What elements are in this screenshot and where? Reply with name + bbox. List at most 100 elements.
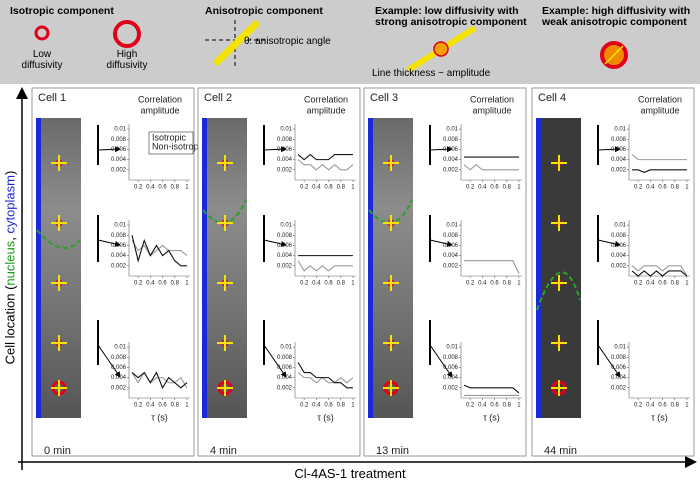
series-line bbox=[632, 169, 687, 173]
bracket bbox=[429, 344, 453, 378]
x-tick-label: 0.6 bbox=[490, 403, 499, 409]
y-tick-label: 0.006 bbox=[611, 147, 627, 153]
x-tick-label: 0.4 bbox=[312, 185, 321, 191]
x-tick-label: 0.4 bbox=[646, 185, 655, 191]
y-tick-label: 0.004 bbox=[443, 375, 459, 381]
x-tick-label: 0.2 bbox=[466, 185, 475, 191]
y-tick-label: 0.002 bbox=[611, 263, 627, 269]
panel-label: Cell 1 bbox=[38, 92, 66, 104]
bracket bbox=[597, 239, 621, 247]
x-tick-label: 0.6 bbox=[324, 185, 333, 191]
x-tick-label: 0.2 bbox=[300, 281, 309, 287]
y-tick-label: 0.01 bbox=[280, 127, 292, 133]
y-tick-label: 0.002 bbox=[443, 385, 459, 391]
y-tick-label: 0.008 bbox=[111, 233, 127, 239]
x-tick-label: 0.6 bbox=[324, 281, 333, 287]
y-tick-label: 0.006 bbox=[277, 243, 293, 249]
x-tick-label: 0.2 bbox=[634, 403, 643, 409]
y-tick-label: 0.006 bbox=[611, 243, 627, 249]
series-line bbox=[297, 362, 353, 389]
y-tick-label: 0.006 bbox=[111, 365, 127, 371]
y-tick-label: 0.002 bbox=[111, 385, 127, 391]
series-line bbox=[131, 240, 188, 257]
y-tick-label: 0.004 bbox=[611, 157, 627, 163]
x-tick-label: 0.4 bbox=[146, 185, 155, 191]
y-tick-label: 0.002 bbox=[277, 167, 293, 173]
y-axis-label-part: Cell location ( bbox=[2, 285, 18, 365]
series-line bbox=[464, 260, 520, 274]
y-tick-label: 0.006 bbox=[111, 147, 127, 153]
y-tick-label: 0.008 bbox=[277, 355, 293, 361]
x-tick-label: 0.6 bbox=[158, 185, 167, 191]
y-tick-label: 0.01 bbox=[614, 223, 626, 229]
nucleus-strip bbox=[368, 118, 373, 418]
panel-ylabel: Correlation bbox=[304, 94, 348, 104]
y-axis-label-part: , bbox=[2, 233, 18, 241]
y-axis-label-part: ) bbox=[2, 170, 18, 175]
x-tick-label: 0.8 bbox=[503, 185, 512, 191]
legend-entry: Isotropic bbox=[152, 132, 187, 142]
panel-ylabel: Correlation bbox=[138, 94, 182, 104]
bracket bbox=[429, 146, 453, 153]
y-tick-label: 0.002 bbox=[611, 385, 627, 391]
time-label: 4 min bbox=[210, 445, 237, 457]
y-tick-label: 0.002 bbox=[111, 263, 127, 269]
x-tick-label: 0.8 bbox=[337, 185, 346, 191]
y-tick-label: 0.004 bbox=[111, 253, 127, 259]
y-tick-label: 0.004 bbox=[277, 375, 293, 381]
x-axis-title: τ (s) bbox=[651, 412, 668, 422]
y-tick-label: 0.004 bbox=[611, 375, 627, 381]
x-tick-label: 0.8 bbox=[503, 403, 512, 409]
x-tick-label: 0.6 bbox=[490, 281, 499, 287]
bracket bbox=[597, 344, 621, 378]
time-label: 0 min bbox=[44, 445, 71, 457]
x-tick-label: 0.2 bbox=[634, 185, 643, 191]
x-tick-label: 0.8 bbox=[671, 281, 680, 287]
series-line bbox=[631, 154, 687, 161]
series-line bbox=[463, 164, 519, 171]
x-tick-label: 0.8 bbox=[671, 185, 680, 191]
series-line bbox=[131, 371, 188, 389]
bracket bbox=[97, 239, 121, 247]
panel-label: Cell 4 bbox=[538, 92, 566, 104]
bracket bbox=[97, 344, 121, 378]
x-tick-label: 0.8 bbox=[171, 403, 180, 409]
x-tick-label: 0.2 bbox=[466, 403, 475, 409]
x-tick-label: 0.2 bbox=[134, 403, 143, 409]
y-tick-label: 0.006 bbox=[611, 365, 627, 371]
series-line bbox=[131, 371, 188, 390]
y-tick-label: 0.002 bbox=[277, 385, 293, 391]
bracket bbox=[263, 344, 287, 378]
x-tick-label: 0.4 bbox=[146, 403, 155, 409]
x-tick-label: 1 bbox=[517, 281, 521, 287]
x-tick-label: 0.6 bbox=[490, 185, 499, 191]
x-tick-label: 0.2 bbox=[300, 403, 309, 409]
x-tick-label: 1 bbox=[185, 281, 189, 287]
series-line bbox=[297, 153, 353, 161]
panel-ylabel: amplitude bbox=[472, 105, 511, 115]
panel-label: Cell 3 bbox=[370, 92, 398, 104]
nucleus-strip bbox=[202, 118, 207, 418]
x-tick-label: 0.4 bbox=[478, 281, 487, 287]
bracket bbox=[263, 239, 287, 247]
y-tick-label: 0.008 bbox=[277, 137, 293, 143]
y-tick-label: 0.004 bbox=[611, 253, 627, 259]
y-tick-label: 0.006 bbox=[277, 147, 293, 153]
y-axis-label-part: cytoplasm bbox=[2, 175, 18, 234]
high-diffusivity-icon bbox=[113, 20, 141, 48]
x-tick-label: 0.8 bbox=[171, 281, 180, 287]
x-axis-title: τ (s) bbox=[483, 412, 500, 422]
x-tick-label: 0.2 bbox=[300, 185, 309, 191]
y-tick-label: 0.002 bbox=[443, 263, 459, 269]
y-tick-label: 0.004 bbox=[443, 253, 459, 259]
y-tick-label: 0.01 bbox=[614, 127, 626, 133]
y-axis-label: Cell location (nucleus, cytoplasm) bbox=[2, 138, 18, 398]
header-title: Example: high diffusivity with weak anis… bbox=[542, 5, 691, 28]
y-tick-label: 0.002 bbox=[277, 263, 293, 269]
series-line bbox=[131, 235, 187, 267]
x-tick-label: 0.4 bbox=[478, 403, 487, 409]
header-label: θ: anisotropic angle bbox=[244, 36, 331, 47]
y-tick-label: 0.004 bbox=[277, 157, 293, 163]
